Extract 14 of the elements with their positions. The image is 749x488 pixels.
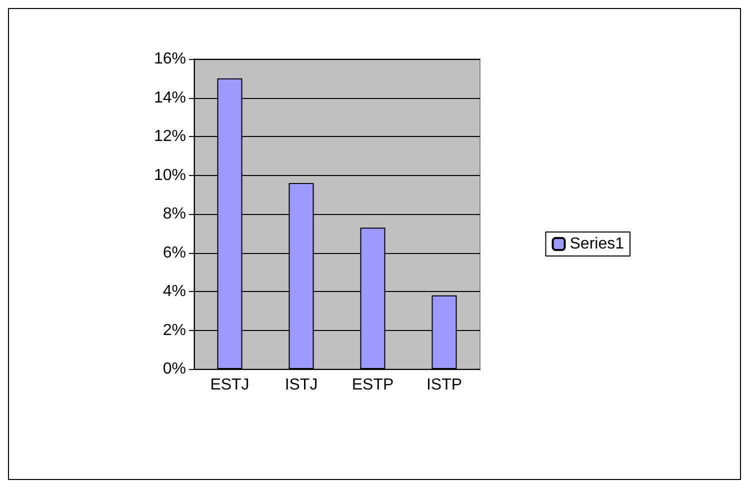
legend-label: Series1 [570,236,624,252]
y-tick-label: 6% [162,244,186,262]
y-tick-label: 14% [154,89,186,106]
y-tick-label: 4% [162,283,186,300]
y-tick-label: 12% [154,128,186,145]
y-tick-label: 10% [154,166,186,184]
x-tick-label: ESTP [352,376,394,394]
y-tick-label: 0% [162,360,186,378]
y-tick-label: 2% [162,322,186,339]
y-tick-label: 8% [162,206,186,222]
x-tick-label: ISTJ [284,376,318,394]
y-tick-label: 16% [154,50,186,68]
x-tick-label: ESTJ [210,376,250,394]
x-tick-label: ISTP [426,376,462,394]
